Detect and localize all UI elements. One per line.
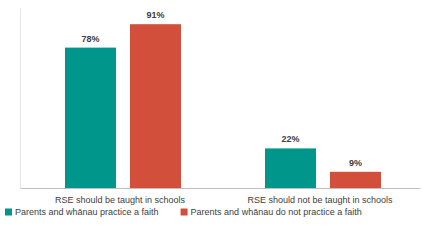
data-label: 91%: [146, 10, 164, 20]
legend-label: Parents and whānau do not practice a fai…: [191, 207, 362, 217]
bar: [130, 24, 181, 188]
x-tick-label: RSE should not be taught in schools: [247, 195, 393, 205]
legend-swatch: [5, 209, 12, 216]
x-axis-line: [21, 188, 421, 189]
data-label: 9%: [349, 158, 362, 168]
legend: Parents and whānau practice a faith Paren…: [5, 207, 362, 217]
y-axis-line: [20, 9, 21, 189]
chart: RSE should be taught in schools RSE shoul…: [0, 0, 422, 238]
legend-label: Parents and whānau practice a faith: [15, 207, 159, 217]
bar: [265, 148, 316, 188]
x-tick: RSE should be taught in schools: [55, 195, 186, 205]
x-tick-label: RSE should be taught in schools: [55, 195, 186, 205]
bar: [330, 172, 381, 188]
x-axis: RSE should be taught in schools RSE shoul…: [21, 189, 421, 206]
data-label: 78%: [81, 34, 99, 44]
data-label: 22%: [281, 134, 299, 144]
legend-swatch: [181, 209, 188, 216]
bar: [65, 48, 116, 188]
bars: [65, 24, 381, 188]
y-axis: [20, 9, 21, 189]
x-tick: RSE should not be taught in schools: [247, 195, 393, 205]
